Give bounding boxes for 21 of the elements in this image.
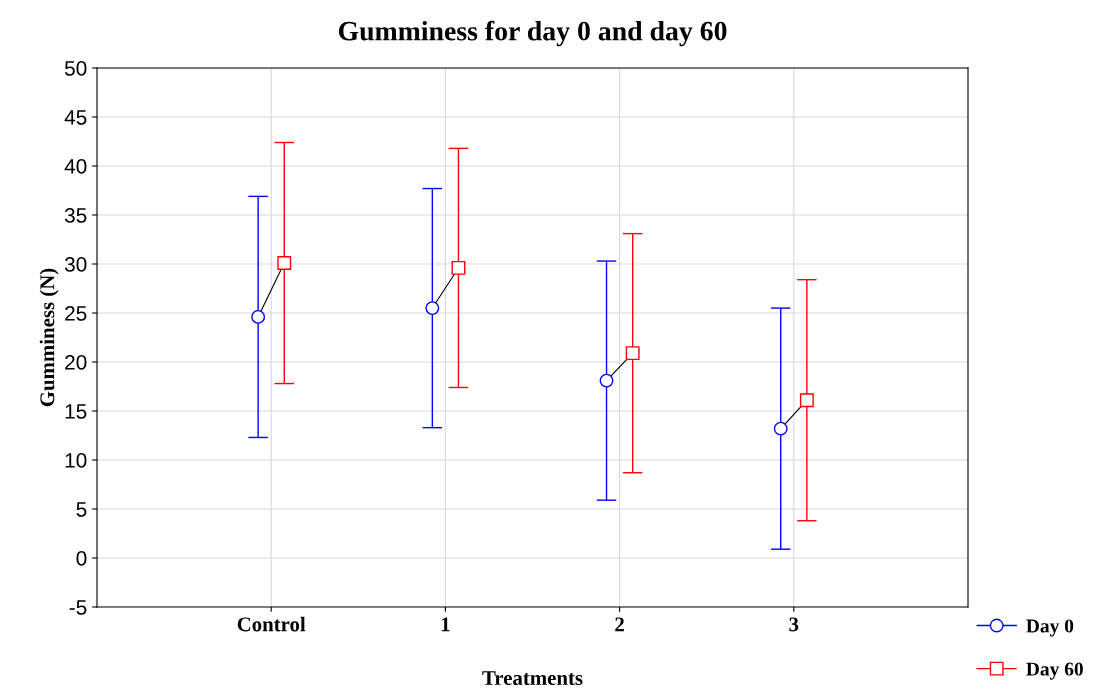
legend-label: Day 60 [1026,662,1083,680]
y-axis-title: Gumminess (N) [39,268,59,407]
x-tick-label: 1 [441,617,450,632]
x-tick-label: Control [237,616,306,632]
chart-title: Gumminess for day 0 and day 60 [338,20,727,47]
y-tick-label: 10 [65,453,87,468]
x-axis-title: Treatments [482,671,583,685]
legend-label: Day 0 [1026,619,1074,637]
y-tick-label: 40 [64,159,87,174]
y-tick-label: 25 [65,306,87,321]
y-tick-label: -5 [69,600,87,615]
y-tick-label: 20 [65,355,87,370]
y-tick-label: 45 [64,110,87,125]
y-tick-label: 50 [64,61,87,76]
y-tick-label: 15 [65,404,87,419]
x-tick-label: 2 [615,617,624,632]
y-tick-label: 30 [64,257,87,272]
y-tick-label: 5 [76,502,87,517]
x-tick-label: 3 [789,617,799,632]
y-tick-label: 0 [76,551,87,566]
y-tick-label: 35 [64,208,87,223]
